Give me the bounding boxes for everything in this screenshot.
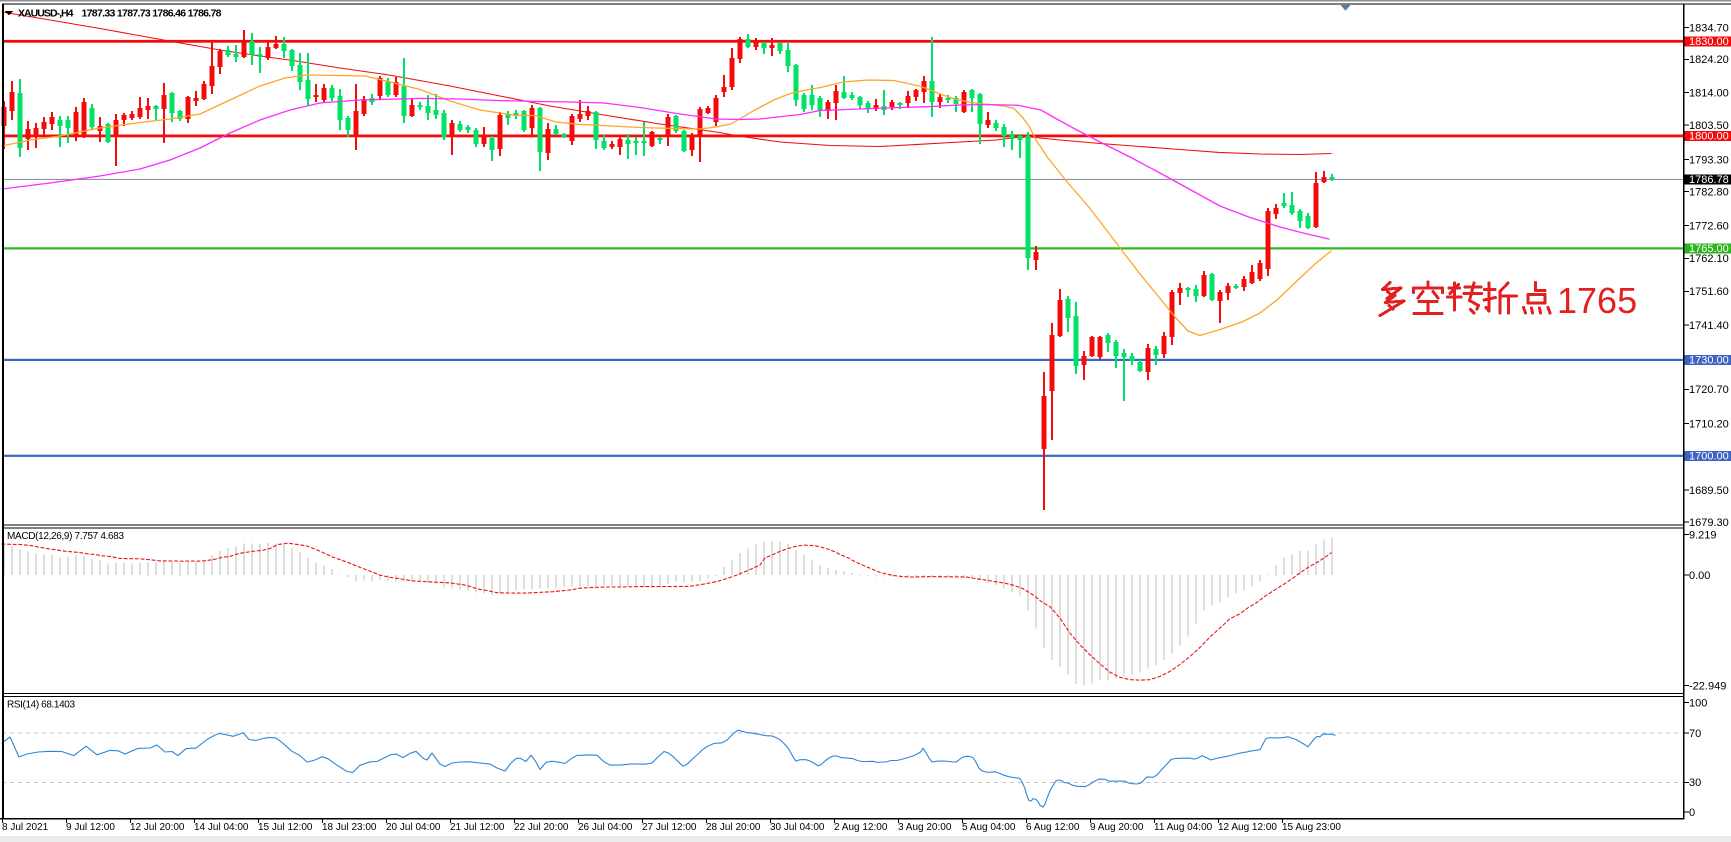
- svg-text:70: 70: [1689, 728, 1701, 740]
- svg-text:20 Jul 04:00: 20 Jul 04:00: [386, 822, 441, 833]
- svg-text:1679.30: 1679.30: [1689, 517, 1729, 529]
- svg-text:-22.949: -22.949: [1689, 681, 1726, 693]
- svg-text:30 Jul 04:00: 30 Jul 04:00: [770, 822, 825, 833]
- svg-text:1830.00: 1830.00: [1689, 36, 1729, 48]
- svg-text:1786.78: 1786.78: [1689, 174, 1729, 186]
- svg-text:27 Jul 12:00: 27 Jul 12:00: [642, 822, 697, 833]
- svg-text:15 Aug 23:00: 15 Aug 23:00: [1282, 822, 1341, 833]
- svg-text:1800.00: 1800.00: [1689, 131, 1729, 143]
- svg-text:1730.00: 1730.00: [1689, 355, 1729, 367]
- svg-text:28 Jul 20:00: 28 Jul 20:00: [706, 822, 761, 833]
- svg-text:1824.20: 1824.20: [1689, 54, 1729, 66]
- svg-text:1793.30: 1793.30: [1689, 154, 1729, 166]
- svg-text:MACD(12,26,9) 7.757 4.683: MACD(12,26,9) 7.757 4.683: [7, 531, 124, 542]
- svg-text:0: 0: [1689, 807, 1695, 819]
- svg-text:100: 100: [1689, 697, 1707, 709]
- svg-text:8 Jul 2021: 8 Jul 2021: [2, 822, 49, 833]
- svg-text:12 Aug 12:00: 12 Aug 12:00: [1218, 822, 1277, 833]
- svg-text:1765.00: 1765.00: [1689, 243, 1729, 255]
- svg-text:1720.70: 1720.70: [1689, 384, 1729, 396]
- svg-text:1782.80: 1782.80: [1689, 186, 1729, 198]
- svg-text:0.00: 0.00: [1689, 570, 1710, 582]
- svg-text:2 Aug 12:00: 2 Aug 12:00: [834, 822, 888, 833]
- svg-text:9 Aug 20:00: 9 Aug 20:00: [1090, 822, 1144, 833]
- svg-text:15 Jul 12:00: 15 Jul 12:00: [258, 822, 313, 833]
- svg-text:5 Aug 04:00: 5 Aug 04:00: [962, 822, 1016, 833]
- svg-text:1765: 1765: [1557, 280, 1637, 321]
- svg-text:18 Jul 23:00: 18 Jul 23:00: [322, 822, 377, 833]
- svg-text:12 Jul 20:00: 12 Jul 20:00: [130, 822, 185, 833]
- svg-text:1787.33 1787.73 1786.46 1786.7: 1787.33 1787.73 1786.46 1786.78: [82, 7, 222, 19]
- svg-text:21 Jul 12:00: 21 Jul 12:00: [450, 822, 505, 833]
- svg-text:1814.00: 1814.00: [1689, 88, 1729, 100]
- svg-text:1689.50: 1689.50: [1689, 485, 1729, 497]
- svg-text:1803.50: 1803.50: [1689, 120, 1729, 132]
- svg-text:11 Aug 04:00: 11 Aug 04:00: [1154, 822, 1213, 833]
- svg-text:26 Jul 04:00: 26 Jul 04:00: [578, 822, 633, 833]
- svg-text:1700.00: 1700.00: [1689, 451, 1729, 463]
- svg-text:1772.60: 1772.60: [1689, 220, 1729, 232]
- svg-text:6 Aug 12:00: 6 Aug 12:00: [1026, 822, 1080, 833]
- svg-text:30: 30: [1689, 777, 1701, 789]
- svg-text:9.219: 9.219: [1689, 529, 1717, 541]
- svg-text:14 Jul 04:00: 14 Jul 04:00: [194, 822, 249, 833]
- svg-text:1751.60: 1751.60: [1689, 286, 1729, 298]
- svg-text:1710.20: 1710.20: [1689, 418, 1729, 430]
- svg-text:9 Jul 12:00: 9 Jul 12:00: [66, 822, 115, 833]
- svg-text:3 Aug 20:00: 3 Aug 20:00: [898, 822, 952, 833]
- svg-text:XAUUSD-,H4: XAUUSD-,H4: [18, 7, 74, 19]
- svg-text:1762.10: 1762.10: [1689, 253, 1729, 265]
- svg-text:22 Jul 20:00: 22 Jul 20:00: [514, 822, 569, 833]
- svg-text:1834.70: 1834.70: [1689, 22, 1729, 34]
- svg-text:RSI(14) 68.1403: RSI(14) 68.1403: [7, 700, 75, 711]
- svg-text:1741.40: 1741.40: [1689, 320, 1729, 332]
